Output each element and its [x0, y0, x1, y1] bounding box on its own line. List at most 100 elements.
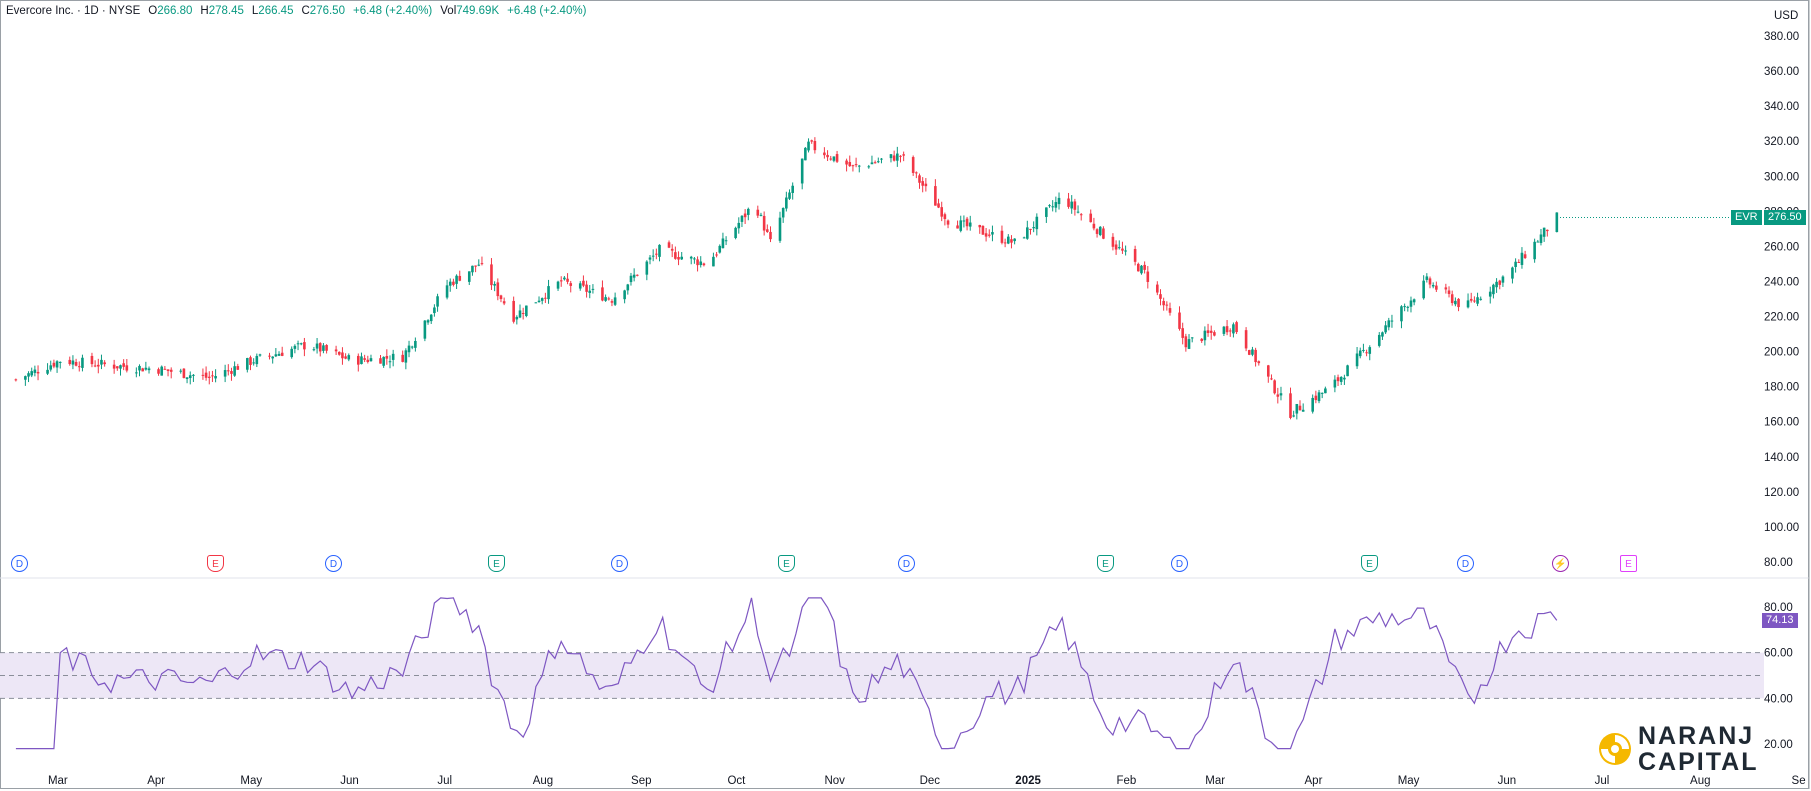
- candle-body: [610, 301, 614, 303]
- price-tick-label: 200.00: [1764, 347, 1799, 359]
- candle: [962, 215, 966, 228]
- time-axis-label: Apr: [1305, 775, 1323, 787]
- candle-body: [1501, 276, 1505, 283]
- candle: [937, 198, 940, 209]
- candle: [518, 304, 522, 319]
- candle: [1358, 347, 1362, 359]
- candle: [515, 315, 519, 325]
- candle: [1495, 278, 1498, 293]
- candle-body: [493, 283, 496, 286]
- candle-body: [268, 355, 271, 357]
- candle-body: [433, 307, 436, 314]
- candle: [379, 354, 382, 364]
- candle: [1228, 328, 1232, 337]
- candle-body: [77, 366, 81, 368]
- dividend-event-icon[interactable]: D: [611, 555, 628, 572]
- candle: [1045, 207, 1048, 223]
- dividend-event-icon[interactable]: D: [1171, 555, 1188, 572]
- candle-body: [334, 349, 338, 352]
- candle-body: [1292, 415, 1295, 417]
- candle-body: [759, 214, 763, 216]
- candle-body: [857, 165, 861, 167]
- candle-body: [1517, 261, 1521, 263]
- candle-body: [934, 186, 937, 206]
- candle-body: [382, 356, 385, 366]
- candle: [14, 378, 18, 382]
- candle: [46, 363, 49, 376]
- earnings-event-icon[interactable]: E: [1620, 555, 1637, 572]
- candle: [1143, 261, 1146, 274]
- candle: [81, 354, 84, 372]
- candle-body: [385, 356, 389, 359]
- candle-body: [712, 256, 715, 267]
- candle: [404, 348, 408, 370]
- dividend-event-icon[interactable]: D: [898, 555, 915, 572]
- candle-body: [721, 238, 725, 249]
- candle-body: [1301, 409, 1305, 412]
- candle-body: [848, 161, 852, 167]
- candle-body: [902, 154, 905, 156]
- dividend-event-icon[interactable]: D: [1457, 555, 1474, 572]
- earnings-event-icon[interactable]: E: [1097, 555, 1114, 572]
- candle-body: [1546, 229, 1549, 232]
- candle-body: [322, 345, 325, 351]
- candle: [49, 360, 53, 372]
- split-event-icon[interactable]: ⚡: [1552, 555, 1569, 572]
- candle: [1520, 247, 1524, 269]
- candle: [290, 346, 294, 359]
- candle: [185, 377, 189, 384]
- candle-body: [160, 366, 164, 376]
- candle-body: [1457, 298, 1460, 308]
- candle: [490, 258, 493, 290]
- time-axis-label: Oct: [727, 775, 746, 787]
- symbol-name[interactable]: Evercore Inc.: [6, 5, 74, 17]
- candle: [77, 361, 81, 372]
- dividend-event-icon[interactable]: D: [325, 555, 342, 572]
- candle-body: [366, 359, 370, 362]
- candle-body: [1431, 285, 1435, 287]
- candle: [1117, 240, 1121, 250]
- candle: [423, 319, 427, 342]
- time-axis-label: Aug: [1690, 775, 1710, 787]
- candle-body: [1070, 201, 1074, 209]
- candle: [188, 371, 192, 385]
- candle: [857, 164, 861, 173]
- candle-body: [1235, 322, 1238, 333]
- candle-body: [626, 284, 630, 291]
- dividend-event-icon[interactable]: D: [11, 555, 28, 572]
- candle-body: [1536, 241, 1540, 243]
- candle-body: [436, 296, 439, 307]
- candle-body: [959, 220, 963, 231]
- candle: [1010, 235, 1013, 249]
- candle: [401, 350, 404, 363]
- candle: [1178, 306, 1181, 331]
- earnings-event-icon[interactable]: E: [488, 555, 505, 572]
- candle: [135, 367, 138, 378]
- logo-line-1: NARANJ: [1638, 722, 1755, 750]
- candle: [1488, 286, 1492, 304]
- candle: [1514, 258, 1517, 273]
- candle: [68, 356, 72, 366]
- earnings-event-icon[interactable]: E: [1361, 555, 1378, 572]
- earnings-event-icon[interactable]: E: [778, 555, 795, 572]
- candle-body: [445, 285, 449, 298]
- candle: [1032, 221, 1035, 233]
- symbol-legend[interactable]: Evercore Inc. · 1D · NYSE O 266.80 H 278.4…: [6, 5, 587, 17]
- candle-body: [246, 358, 249, 370]
- candle-body: [1225, 326, 1229, 333]
- candle-body: [924, 183, 928, 187]
- candle-body: [356, 355, 360, 365]
- candle: [1355, 346, 1359, 369]
- candle: [277, 351, 281, 357]
- candle: [1555, 212, 1559, 233]
- candle-body: [211, 375, 214, 377]
- candle: [1466, 293, 1470, 309]
- open-label: O: [148, 5, 158, 17]
- candle: [781, 207, 785, 223]
- earnings-event-icon[interactable]: E: [207, 555, 224, 572]
- candle: [455, 274, 458, 289]
- interval-label[interactable]: 1D: [83, 5, 99, 17]
- time-axis-label: Apr: [147, 775, 165, 787]
- time-axis-label: May: [240, 775, 262, 787]
